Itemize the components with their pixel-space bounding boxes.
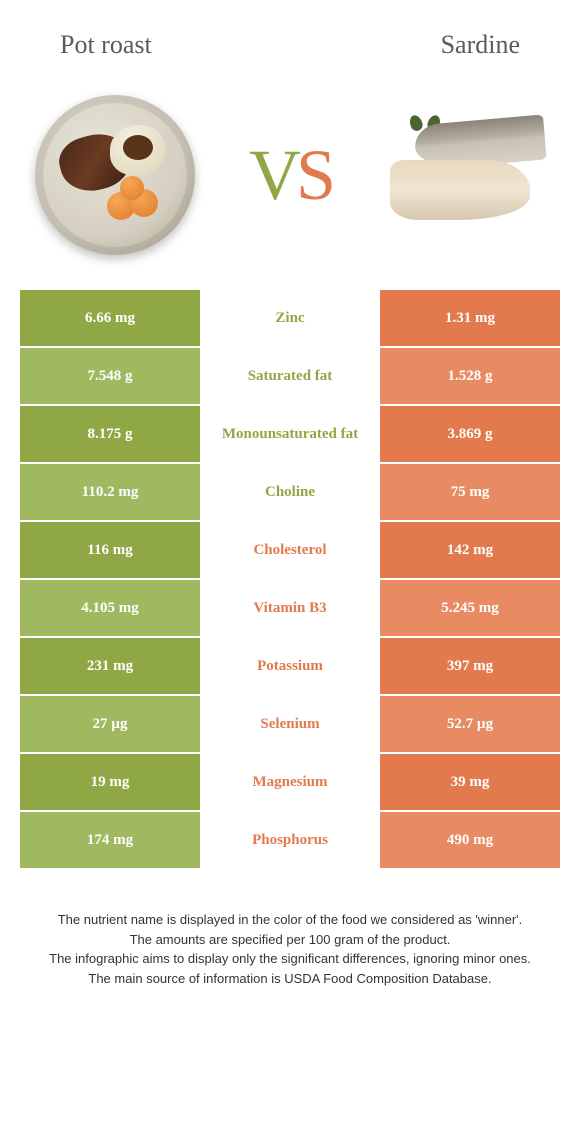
right-value: 490 mg — [380, 812, 560, 868]
nutrient-name: Saturated fat — [200, 348, 380, 404]
left-value: 231 mg — [20, 638, 200, 694]
header: Pot roast Sardine — [0, 0, 580, 70]
nutrient-name: Vitamin B3 — [200, 580, 380, 636]
left-value: 7.548 g — [20, 348, 200, 404]
vs-v: V — [249, 135, 296, 215]
pot-roast-image — [30, 90, 200, 260]
right-value: 397 mg — [380, 638, 560, 694]
left-value: 4.105 mg — [20, 580, 200, 636]
right-value: 39 mg — [380, 754, 560, 810]
right-value: 75 mg — [380, 464, 560, 520]
nutrient-name: Cholesterol — [200, 522, 380, 578]
sardine-image — [380, 90, 550, 260]
left-food-title: Pot roast — [60, 30, 152, 60]
vs-s: S — [296, 135, 331, 215]
left-value: 19 mg — [20, 754, 200, 810]
nutrient-name: Zinc — [200, 290, 380, 346]
nutrient-table: 6.66 mgZinc1.31 mg7.548 gSaturated fat1.… — [0, 290, 580, 868]
nutrient-name: Potassium — [200, 638, 380, 694]
nutrient-name: Monounsaturated fat — [200, 406, 380, 462]
table-row: 19 mgMagnesium39 mg — [20, 754, 560, 810]
table-row: 8.175 gMonounsaturated fat3.869 g — [20, 406, 560, 462]
left-value: 6.66 mg — [20, 290, 200, 346]
footer-line: The nutrient name is displayed in the co… — [30, 910, 550, 930]
left-value: 8.175 g — [20, 406, 200, 462]
left-value: 116 mg — [20, 522, 200, 578]
nutrient-name: Choline — [200, 464, 380, 520]
right-value: 3.869 g — [380, 406, 560, 462]
right-value: 5.245 mg — [380, 580, 560, 636]
table-row: 116 mgCholesterol142 mg — [20, 522, 560, 578]
table-row: 4.105 mgVitamin B35.245 mg — [20, 580, 560, 636]
table-row: 7.548 gSaturated fat1.528 g — [20, 348, 560, 404]
table-row: 231 mgPotassium397 mg — [20, 638, 560, 694]
table-row: 6.66 mgZinc1.31 mg — [20, 290, 560, 346]
nutrient-name: Selenium — [200, 696, 380, 752]
footer-notes: The nutrient name is displayed in the co… — [0, 870, 580, 1008]
footer-line: The main source of information is USDA F… — [30, 969, 550, 989]
nutrient-name: Magnesium — [200, 754, 380, 810]
right-food-title: Sardine — [441, 30, 520, 60]
nutrient-name: Phosphorus — [200, 812, 380, 868]
footer-line: The amounts are specified per 100 gram o… — [30, 930, 550, 950]
table-row: 27 µgSelenium52.7 µg — [20, 696, 560, 752]
footer-line: The infographic aims to display only the… — [30, 949, 550, 969]
left-value: 27 µg — [20, 696, 200, 752]
table-row: 110.2 mgCholine75 mg — [20, 464, 560, 520]
images-row: VS — [0, 70, 580, 290]
left-value: 110.2 mg — [20, 464, 200, 520]
right-value: 52.7 µg — [380, 696, 560, 752]
right-value: 1.31 mg — [380, 290, 560, 346]
right-value: 142 mg — [380, 522, 560, 578]
left-value: 174 mg — [20, 812, 200, 868]
vs-label: VS — [249, 134, 331, 217]
right-value: 1.528 g — [380, 348, 560, 404]
table-row: 174 mgPhosphorus490 mg — [20, 812, 560, 868]
